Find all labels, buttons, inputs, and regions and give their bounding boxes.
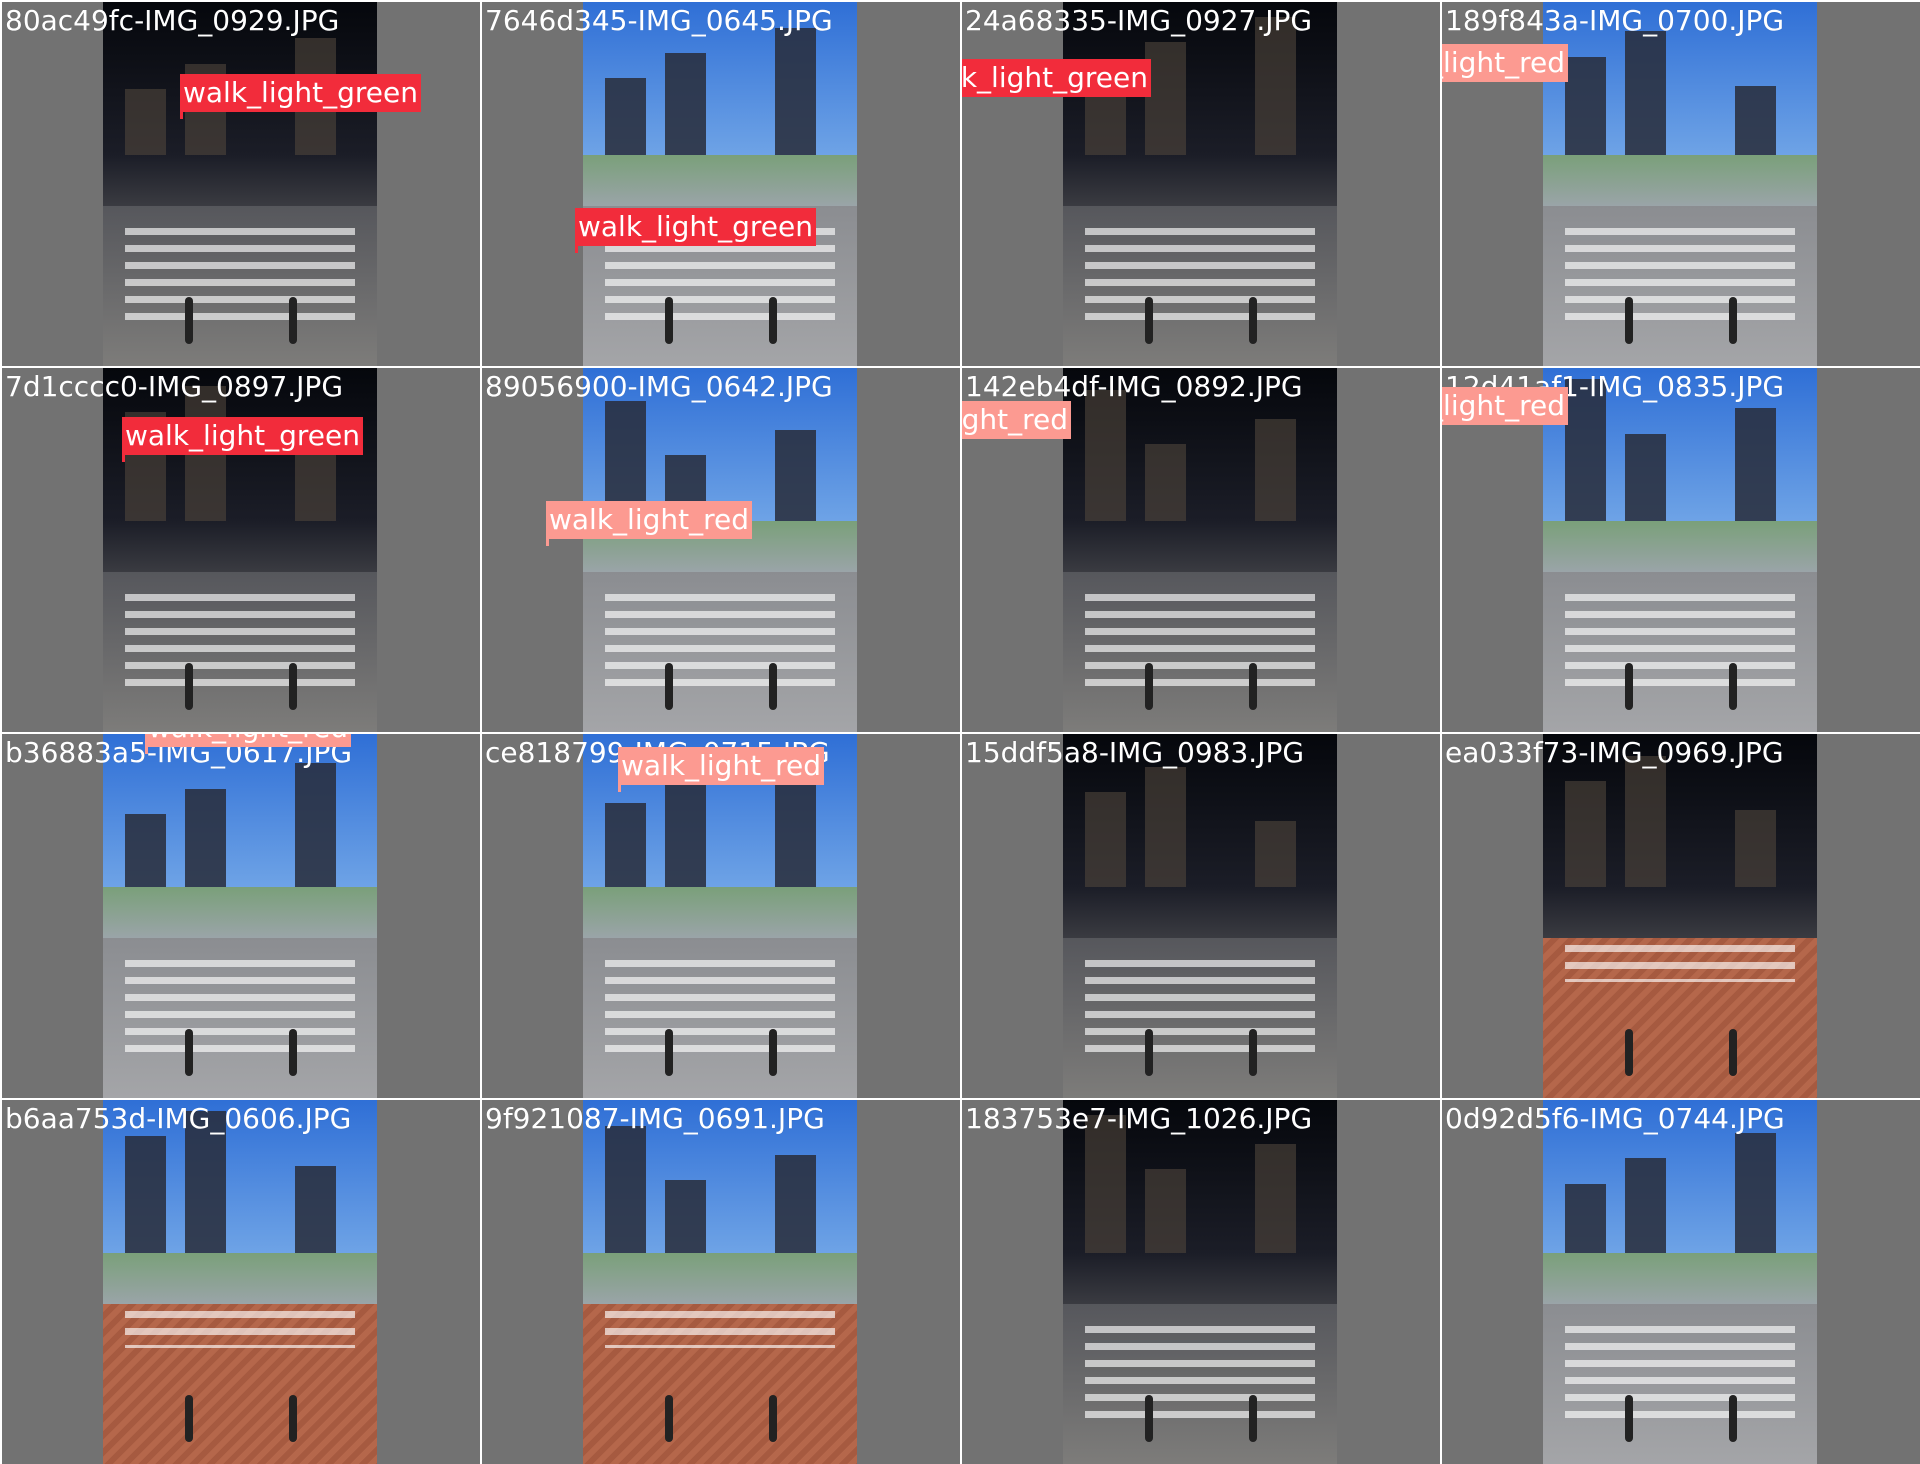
crosswalk-photo	[583, 734, 857, 1098]
image-filename: 0d92d5f6-IMG_0744.JPG	[1445, 1102, 1785, 1135]
image-filename: 189f843a-IMG_0700.JPG	[1445, 4, 1785, 37]
detection-box-marker	[575, 244, 578, 253]
crosswalk-photo	[1063, 2, 1337, 366]
image-filename: 80ac49fc-IMG_0929.JPG	[5, 4, 340, 37]
crosswalk-photo	[1543, 734, 1817, 1098]
crosswalk-photo	[103, 2, 377, 366]
detection-label: walk_light_red	[1442, 387, 1569, 425]
crosswalk-photo	[1543, 368, 1817, 732]
image-tile: 89056900-IMG_0642.JPG walk_light_red	[482, 368, 960, 732]
detection-box-marker	[145, 745, 148, 754]
crosswalk-photo	[583, 2, 857, 366]
detection-box-marker	[618, 783, 621, 792]
image-filename: 183753e7-IMG_1026.JPG	[965, 1102, 1313, 1135]
detection-box-marker	[122, 453, 125, 462]
image-filename: 142eb4df-IMG_0892.JPG	[965, 370, 1303, 403]
detection-box-marker	[546, 537, 549, 546]
crosswalk-photo	[103, 368, 377, 732]
crosswalk-photo	[1063, 368, 1337, 732]
crosswalk-photo	[583, 1100, 857, 1464]
image-filename: 7d1cccc0-IMG_0897.JPG	[5, 370, 344, 403]
crosswalk-photo	[583, 368, 857, 732]
detection-label: walk_light_green	[575, 208, 816, 246]
crosswalk-photo	[103, 734, 377, 1098]
image-filename: 24a68335-IMG_0927.JPG	[965, 4, 1313, 37]
detection-label: walk_light_red	[145, 734, 352, 747]
image-filename: b6aa753d-IMG_0606.JPG	[5, 1102, 352, 1135]
image-filename: 9f921087-IMG_0691.JPG	[485, 1102, 825, 1135]
crosswalk-photo	[1063, 1100, 1337, 1464]
image-tile: 7d1cccc0-IMG_0897.JPG walk_light_green	[2, 368, 480, 732]
crosswalk-photo	[1063, 734, 1337, 1098]
image-tile: 24a68335-IMG_0927.JPG walk_light_green	[962, 2, 1440, 366]
detection-label: walk_light_green	[962, 59, 1151, 97]
image-filename: 89056900-IMG_0642.JPG	[485, 370, 833, 403]
image-filename: 15ddf5a8-IMG_0983.JPG	[965, 736, 1305, 769]
detection-label: walk_light_red	[962, 401, 1072, 439]
image-tile: 189f843a-IMG_0700.JPG walk_light_red	[1442, 2, 1920, 366]
image-filename: ea033f73-IMG_0969.JPG	[1445, 736, 1784, 769]
detection-label: walk_light_green	[122, 417, 363, 455]
detection-label: walk_light_red	[1442, 44, 1569, 82]
detection-label: walk_light_green	[180, 74, 421, 112]
image-tile: 80ac49fc-IMG_0929.JPG walk_light_green	[2, 2, 480, 366]
crosswalk-photo	[1543, 1100, 1817, 1464]
image-filename: 7646d345-IMG_0645.JPG	[485, 4, 833, 37]
detection-box-marker	[180, 110, 183, 119]
image-tile: 7646d345-IMG_0645.JPG walk_light_green	[482, 2, 960, 366]
detection-label: walk_light_red	[546, 501, 753, 539]
crosswalk-photo	[1543, 2, 1817, 366]
detection-label: walk_light_red	[618, 747, 825, 785]
crosswalk-photo	[103, 1100, 377, 1464]
